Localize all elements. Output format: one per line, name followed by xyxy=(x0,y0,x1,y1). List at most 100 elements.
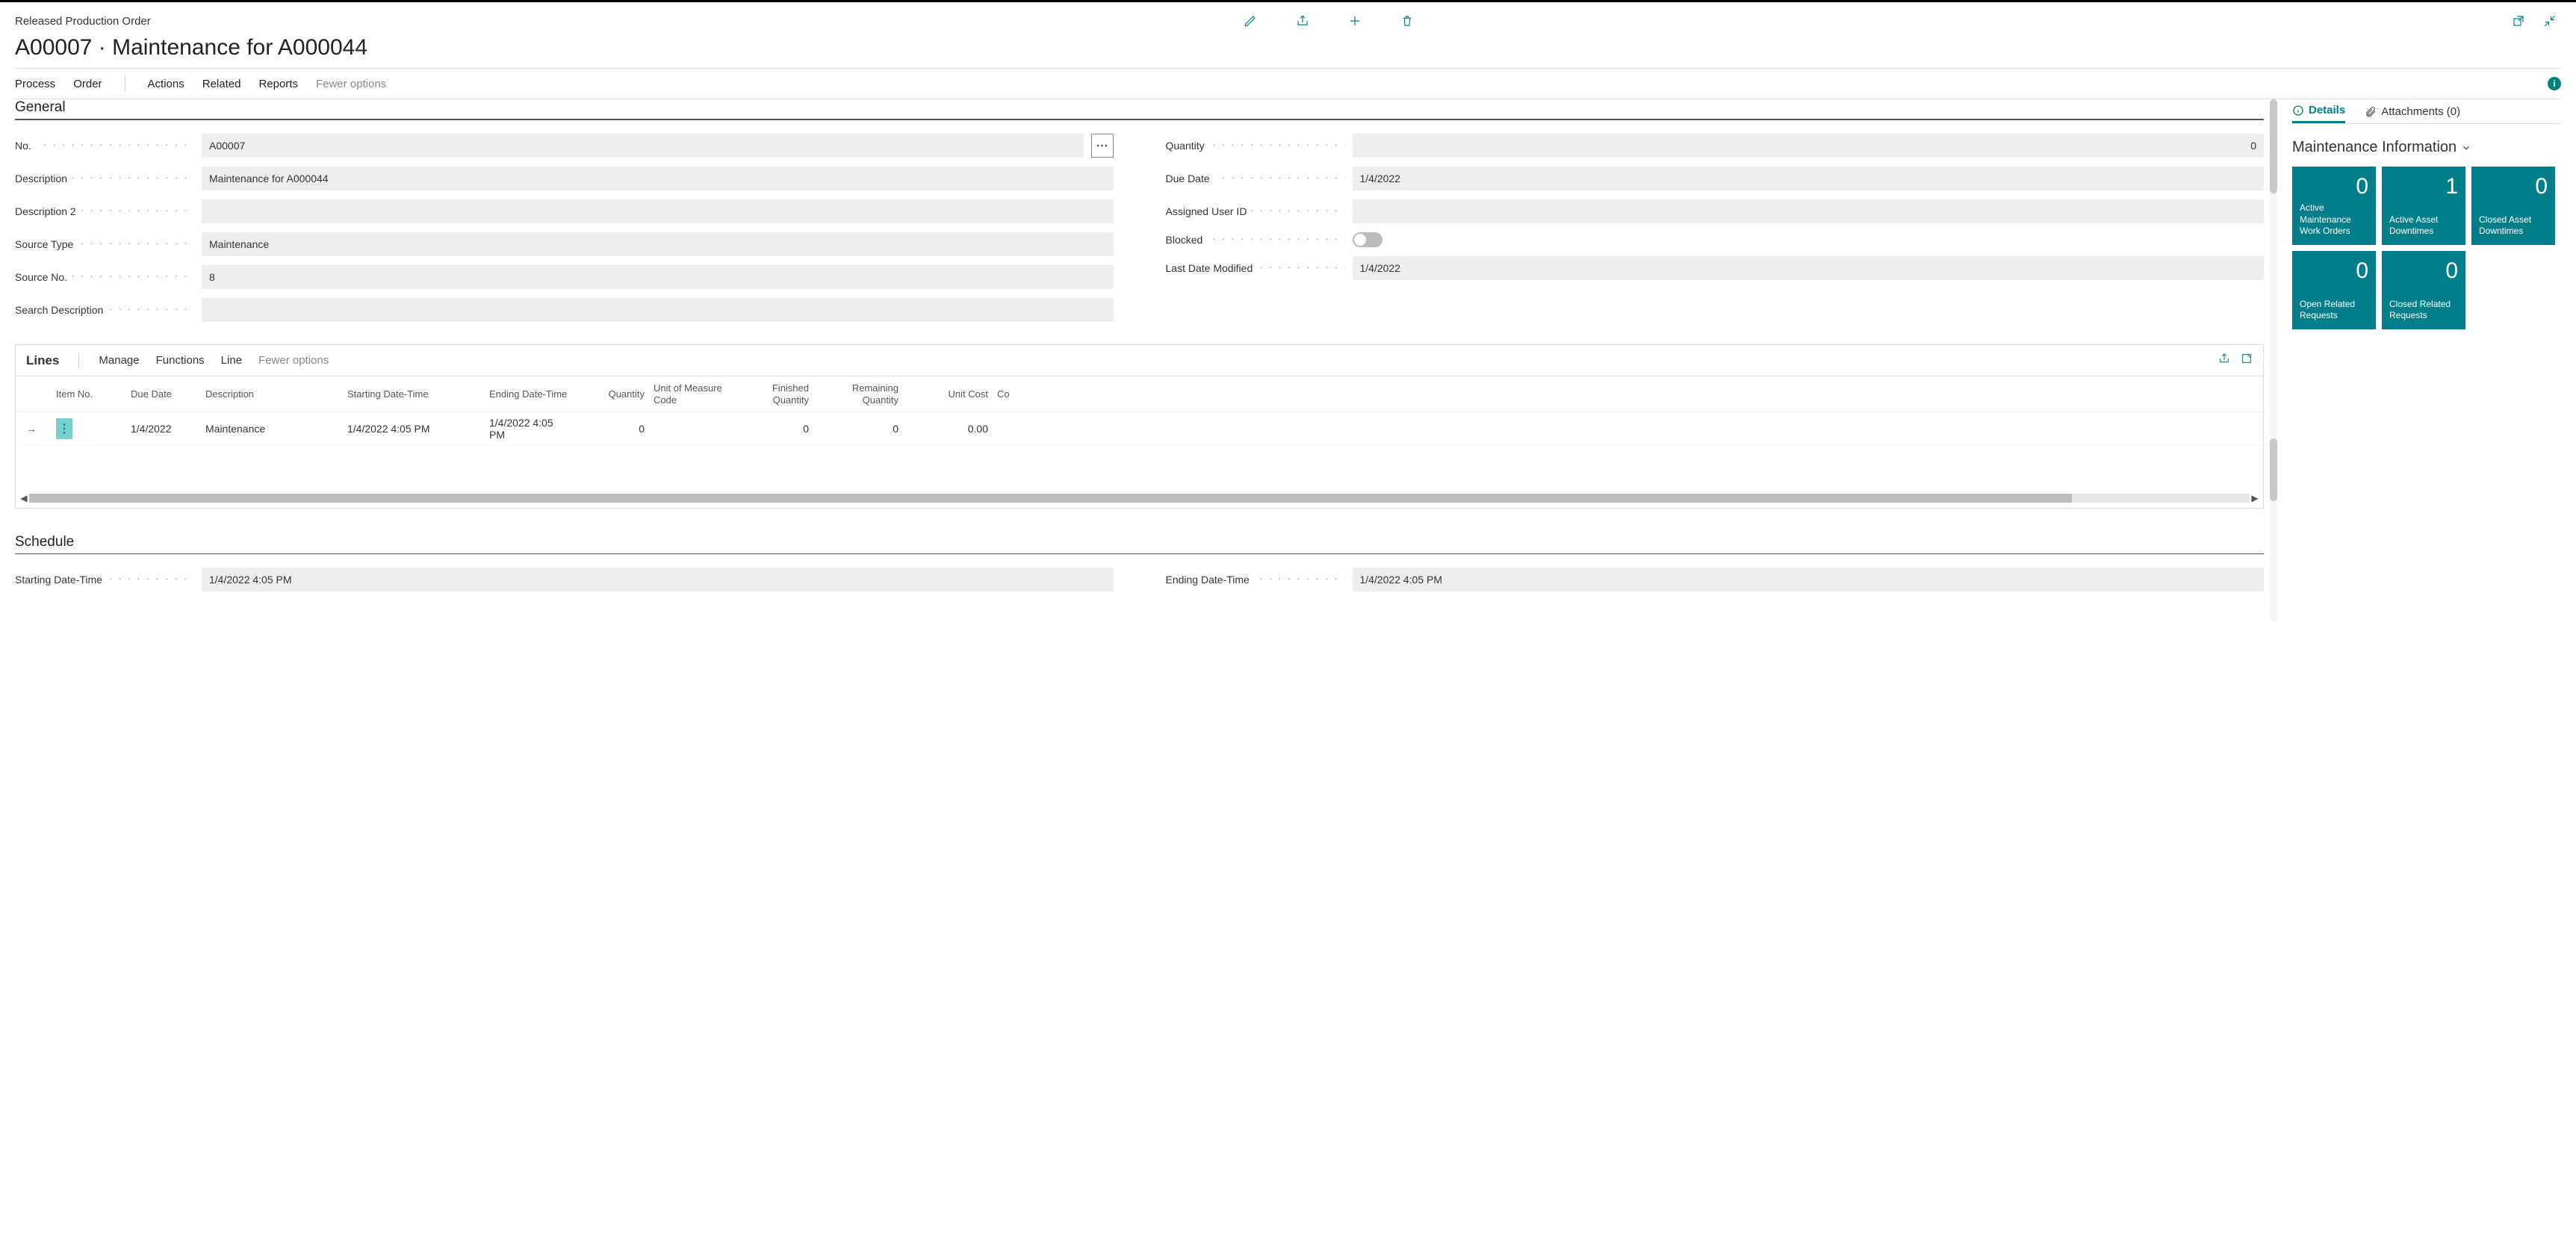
tab-process[interactable]: Process xyxy=(15,78,55,90)
lines-divider xyxy=(78,353,79,368)
input-last-modified[interactable] xyxy=(1353,256,2265,280)
input-start-dt[interactable] xyxy=(202,568,1114,592)
chevron-down-icon xyxy=(2461,143,2471,153)
label-source-type: Source Type xyxy=(15,238,78,250)
cell-description: Maintenance xyxy=(201,423,343,435)
input-source-no[interactable] xyxy=(202,265,1114,289)
row-actions-button[interactable]: ⋮ xyxy=(56,418,72,439)
tile-grid: 0 Active Maintenance Work Orders 1 Activ… xyxy=(2292,167,2561,329)
collapse-icon[interactable] xyxy=(2539,10,2561,32)
lines-tab-fewer[interactable]: Fewer options xyxy=(258,354,329,367)
input-description[interactable] xyxy=(202,167,1114,190)
hscroll-left-icon[interactable]: ◀ xyxy=(19,493,29,503)
tile-value: 0 xyxy=(2300,258,2368,284)
new-icon[interactable] xyxy=(1344,10,1366,32)
tile-value: 0 xyxy=(2389,258,2458,284)
input-source-type[interactable] xyxy=(202,232,1114,256)
lines-tab-line[interactable]: Line xyxy=(221,354,242,367)
cell-end-dt: 1/4/2022 4:05 PM xyxy=(485,417,574,441)
factbox-tab-attachments[interactable]: Attachments (0) xyxy=(2365,99,2460,123)
col-due-date[interactable]: Due Date xyxy=(126,388,201,400)
lines-tab-manage[interactable]: Manage xyxy=(99,354,139,367)
lines-share-icon[interactable] xyxy=(2218,353,2230,368)
content-row: General No. ⋯ Description De xyxy=(15,99,2561,621)
tile-label: Closed Related Requests xyxy=(2389,299,2458,322)
hscroll-right-icon[interactable]: ▶ xyxy=(2250,493,2260,503)
page-root: Released Production Order A0 xyxy=(0,2,2576,629)
cell-remaining-qty: 0 xyxy=(813,423,903,435)
edit-icon[interactable] xyxy=(1239,10,1261,32)
tab-reports[interactable]: Reports xyxy=(258,78,298,90)
label-description2: Description 2 xyxy=(15,205,81,217)
tile-label: Active Maintenance Work Orders xyxy=(2300,202,2368,238)
col-finished-qty[interactable]: Finished Quantity xyxy=(739,382,813,406)
tile-active-work-orders[interactable]: 0 Active Maintenance Work Orders xyxy=(2292,167,2376,245)
input-due-date[interactable] xyxy=(1353,167,2265,190)
col-description[interactable]: Description xyxy=(201,388,343,400)
factbox-tab-attachments-label: Attachments (0) xyxy=(2381,105,2460,118)
tile-value: 1 xyxy=(2389,174,2458,199)
input-search-description[interactable] xyxy=(202,298,1114,322)
tab-fewer-options[interactable]: Fewer options xyxy=(316,78,386,90)
factbox-pane: Details Attachments (0) Maintenance Info… xyxy=(2292,99,2561,621)
col-end-dt[interactable]: Ending Date-Time xyxy=(485,388,574,400)
top-row: Released Production Order xyxy=(15,10,2561,32)
input-end-dt[interactable] xyxy=(1353,568,2265,592)
toggle-blocked[interactable] xyxy=(1353,232,1382,247)
input-assigned-user[interactable] xyxy=(1353,199,2265,223)
main-scroll-wrap: General No. ⋯ Description De xyxy=(15,99,2277,621)
tile-closed-asset-downtimes[interactable]: 0 Closed Asset Downtimes xyxy=(2471,167,2555,245)
label-description: Description xyxy=(15,173,72,184)
col-unit-cost[interactable]: Unit Cost xyxy=(903,388,993,400)
label-no: No. xyxy=(15,140,36,152)
tile-label: Open Related Requests xyxy=(2300,299,2368,322)
tile-active-asset-downtimes[interactable]: 1 Active Asset Downtimes xyxy=(2382,167,2465,245)
tile-closed-related-requests[interactable]: 0 Closed Related Requests xyxy=(2382,251,2465,329)
factbox-tab-details[interactable]: Details xyxy=(2292,99,2345,123)
col-quantity[interactable]: Quantity xyxy=(574,388,649,400)
col-start-dt[interactable]: Starting Date-Time xyxy=(343,388,485,400)
tab-related[interactable]: Related xyxy=(202,78,241,90)
input-quantity[interactable] xyxy=(1353,134,2265,158)
lines-columns: Item No. Due Date Description Starting D… xyxy=(16,376,2263,412)
vertical-scrollbar[interactable] xyxy=(2270,99,2277,621)
tab-order[interactable]: Order xyxy=(73,78,102,90)
input-no[interactable] xyxy=(202,134,1084,158)
delete-icon[interactable] xyxy=(1396,10,1418,32)
title-row: A00007 · Maintenance for A000044 xyxy=(15,35,2561,60)
col-uom[interactable]: Unit of Measure Code xyxy=(649,382,739,406)
input-description2[interactable] xyxy=(202,199,1114,223)
lookup-no-button[interactable]: ⋯ xyxy=(1091,134,1114,158)
tile-value: 0 xyxy=(2479,174,2548,199)
tab-actions[interactable]: Actions xyxy=(148,78,184,90)
toolbar-right xyxy=(2507,10,2561,32)
general-col-right: Quantity Due Date Assigned User ID xyxy=(1166,134,2265,322)
section-schedule-heading: Schedule xyxy=(15,534,2264,554)
lines-row[interactable]: → ⋮ 1/4/2022 Maintenance 1/4/2022 4:05 P… xyxy=(16,412,2263,446)
info-icon[interactable]: i xyxy=(2548,77,2561,90)
lines-tab-functions[interactable]: Functions xyxy=(156,354,205,367)
col-remaining-qty[interactable]: Remaining Quantity xyxy=(813,382,903,406)
lines-expand-icon[interactable] xyxy=(2241,353,2253,368)
label-source-no: Source No. xyxy=(15,271,72,283)
col-item-no[interactable]: Item No. xyxy=(52,388,126,400)
tile-label: Active Asset Downtimes xyxy=(2389,214,2458,238)
factbox-tab-details-label: Details xyxy=(2309,104,2345,117)
row-indicator-icon: → xyxy=(26,423,37,435)
share-icon[interactable] xyxy=(1291,10,1314,32)
col-co[interactable]: Co xyxy=(993,388,1037,400)
tile-open-related-requests[interactable]: 0 Open Related Requests xyxy=(2292,251,2376,329)
cell-finished-qty: 0 xyxy=(739,423,813,435)
factbox-tabs: Details Attachments (0) xyxy=(2292,99,2561,124)
lines-empty-area xyxy=(16,446,2263,491)
breadcrumb: Released Production Order xyxy=(15,15,151,28)
label-search-description: Search Description xyxy=(15,304,108,316)
cell-quantity: 0 xyxy=(574,423,649,435)
label-end-dt: Ending Date-Time xyxy=(1166,574,1254,586)
factbox-section-title[interactable]: Maintenance Information xyxy=(2292,139,2561,156)
lines-horizontal-scrollbar[interactable]: ◀ ▶ xyxy=(16,491,2263,508)
label-due-date: Due Date xyxy=(1166,173,1214,184)
cell-start-dt: 1/4/2022 4:05 PM xyxy=(343,423,485,435)
lines-header: Lines Manage Functions Line Fewer option… xyxy=(16,345,2263,376)
popout-icon[interactable] xyxy=(2507,10,2530,32)
